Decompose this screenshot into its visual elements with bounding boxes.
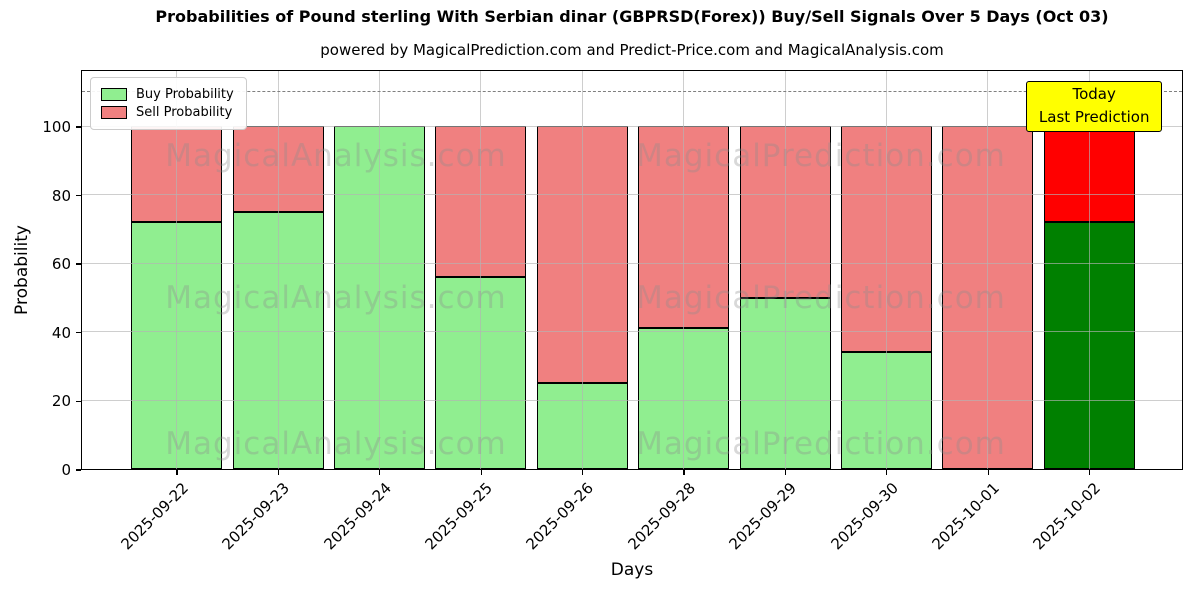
x-tick-mark-2025-09-25: [480, 470, 482, 475]
y-tick-label-40: 40: [51, 323, 71, 342]
x-tick-mark-2025-09-30: [886, 470, 888, 475]
gridline-vertical-2025-09-22: [176, 71, 178, 469]
gridline-horizontal-80: [82, 194, 1182, 196]
x-tick-mark-2025-09-22: [176, 470, 178, 475]
chart-subtitle: powered by MagicalPrediction.com and Pre…: [320, 41, 944, 59]
y-tick-mark-80: [76, 194, 81, 197]
x-tick-mark-2025-09-29: [784, 470, 787, 475]
x-tick-mark-2025-10-02: [1088, 470, 1091, 475]
y-tick-label-20: 20: [51, 392, 71, 411]
y-tick-label-100: 100: [42, 117, 71, 136]
watermark-right-row2: MagicalPrediction.com: [636, 280, 1006, 316]
gridline-vertical-2025-09-30: [885, 71, 887, 469]
watermark-left-row2: MagicalAnalysis.com: [165, 280, 507, 316]
legend: Buy Probability Sell Probability: [90, 77, 247, 130]
x-tick-mark-2025-09-28: [683, 470, 685, 475]
y-tick-mark-0: [76, 469, 81, 471]
plot-area: MagicalAnalysis.com MagicalPrediction.com…: [81, 70, 1183, 470]
gridline-vertical-2025-10-01: [987, 71, 989, 469]
y-tick-label-0: 0: [61, 461, 71, 479]
today-annotation-line1: Today: [1072, 85, 1116, 103]
watermark-right-row1: MagicalPrediction.com: [636, 138, 1006, 174]
chart-title: Probabilities of Pound sterling With Ser…: [155, 7, 1109, 26]
legend-item-buy: Buy Probability: [101, 87, 234, 102]
x-tick-mark-2025-09-26: [581, 470, 584, 475]
today-annotation-line2: Last Prediction: [1038, 108, 1150, 127]
y-tick-label-80: 80: [51, 186, 71, 205]
y-tick-mark-100: [76, 126, 81, 128]
gridline-vertical-2025-09-26: [581, 71, 583, 469]
dashed-threshold-line: [82, 90, 1182, 92]
today-annotation: Today Last Prediction: [1026, 81, 1163, 132]
y-tick-label-60: 60: [51, 255, 71, 274]
y-tick-mark-40: [76, 332, 81, 334]
gridline-vertical-2025-09-23: [277, 71, 279, 469]
gridline-horizontal-20: [82, 399, 1182, 401]
gridline-horizontal-100: [82, 125, 1182, 127]
gridline-vertical-2025-09-24: [378, 71, 380, 469]
x-tick-mark-2025-09-24: [379, 470, 381, 475]
legend-item-sell: Sell Probability: [101, 105, 234, 120]
watermark-right-row3: MagicalPrediction.com: [636, 426, 1006, 462]
watermark-left-row3: MagicalAnalysis.com: [165, 426, 507, 462]
gridline-horizontal-40: [82, 331, 1182, 333]
gridline-vertical-2025-09-29: [784, 71, 786, 469]
gridline-vertical-2025-10-02: [1088, 71, 1090, 469]
legend-label-buy: Buy Probability: [136, 87, 234, 102]
watermark-left-row1: MagicalAnalysis.com: [165, 138, 507, 174]
legend-swatch-sell: [101, 106, 127, 119]
x-axis-label: Days: [610, 560, 654, 580]
x-tick-mark-2025-10-01: [987, 470, 989, 475]
gridline-vertical-2025-09-28: [683, 71, 685, 469]
legend-swatch-buy: [101, 88, 127, 101]
legend-label-sell: Sell Probability: [136, 105, 233, 120]
y-tick-mark-20: [76, 400, 81, 403]
x-tick-mark-2025-09-23: [277, 470, 280, 475]
gridline-horizontal-60: [82, 262, 1182, 264]
gridline-vertical-2025-09-25: [480, 71, 482, 469]
y-tick-mark-60: [76, 263, 81, 265]
